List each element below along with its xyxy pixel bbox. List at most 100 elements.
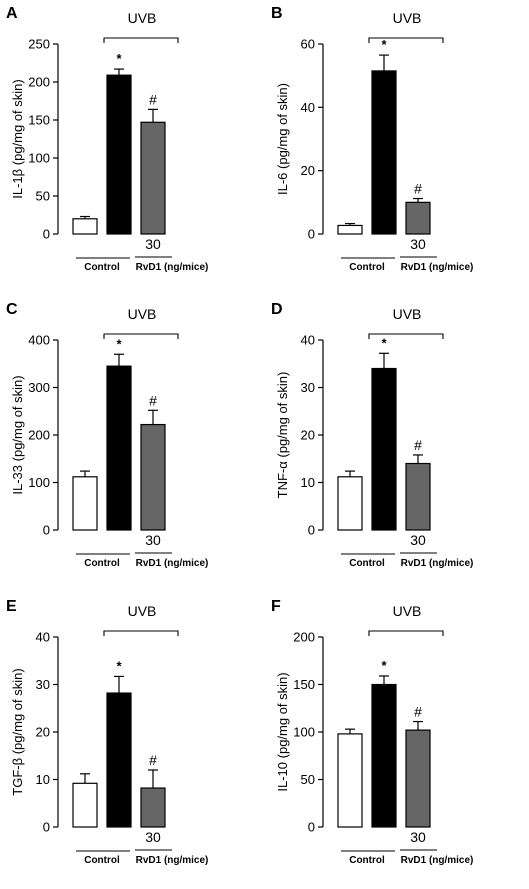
uvb-bracket xyxy=(368,630,444,636)
y-tick-label: 100 xyxy=(28,151,50,166)
panel-letter: D xyxy=(271,301,283,318)
y-tick-label: 150 xyxy=(293,677,315,692)
bar-3 xyxy=(140,787,166,828)
bar-3 xyxy=(140,423,166,531)
bar-1 xyxy=(72,476,98,531)
y-tick-label: 20 xyxy=(36,725,50,740)
uvb-label: UVB xyxy=(128,306,157,322)
significance-hash: # xyxy=(414,181,422,197)
uvb-bracket xyxy=(103,630,179,636)
y-tick-label: 50 xyxy=(36,189,50,204)
treatment-label: RvD1 (ng/mice) xyxy=(136,855,209,866)
y-tick-label: 20 xyxy=(301,163,315,178)
bar-1 xyxy=(72,782,98,828)
bar-1 xyxy=(337,476,363,531)
bar-3 xyxy=(405,729,431,828)
significance-star: * xyxy=(381,37,387,52)
panel-d: D 0 10 20 30 40 TNF-α (pg/mg of skin) * # UVB 30 Co… xyxy=(265,296,529,592)
y-tick-label: 40 xyxy=(301,100,315,115)
y-tick-label: 40 xyxy=(36,630,50,645)
y-tick-label: 100 xyxy=(293,725,315,740)
bar-3 xyxy=(405,462,431,531)
y-tick-label: 200 xyxy=(28,75,50,90)
uvb-bracket xyxy=(103,333,179,339)
significance-hash: # xyxy=(414,704,422,720)
significance-star: * xyxy=(116,51,122,66)
y-tick-label: 150 xyxy=(28,113,50,128)
y-tick-label: 10 xyxy=(301,475,315,490)
uvb-label: UVB xyxy=(393,603,422,619)
bar-3 xyxy=(140,121,166,235)
y-tick-label: 200 xyxy=(28,428,50,443)
treatment-label: RvD1 (ng/mice) xyxy=(401,855,474,866)
control-label: Control xyxy=(84,262,120,273)
bar-2 xyxy=(106,692,132,828)
control-label: Control xyxy=(84,558,120,569)
panel-letter: C xyxy=(6,301,18,318)
bar-chart-b: B 0 20 40 60 IL-6 (pg/mg of skin) * # UVB 30 Contr… xyxy=(271,5,474,273)
bar-2 xyxy=(371,367,397,531)
bar-1 xyxy=(337,224,363,235)
dose-label: 30 xyxy=(410,829,426,845)
y-tick-label: 0 xyxy=(308,227,315,242)
panel-letter: B xyxy=(271,5,283,22)
panel-letter: F xyxy=(271,598,281,615)
bar-chart-f: F 0 50 100 150 200 IL-10 (pg/mg of skin) * # UVB 3… xyxy=(271,598,474,866)
bar-2 xyxy=(106,74,132,235)
y-axis-label: IL-33 (pg/mg of skin) xyxy=(10,375,25,494)
panel-b: B 0 20 40 60 IL-6 (pg/mg of skin) * # UVB 30 Contr… xyxy=(265,0,529,296)
y-tick-label: 250 xyxy=(28,37,50,52)
y-tick-label: 200 xyxy=(293,630,315,645)
uvb-label: UVB xyxy=(128,10,157,26)
significance-hash: # xyxy=(149,752,157,768)
significance-star: * xyxy=(116,336,122,351)
uvb-bracket xyxy=(368,333,444,339)
y-tick-label: 30 xyxy=(36,677,50,692)
bar-chart-c: C 0 100 200 300 400 IL-33 (pg/mg of skin) * # UVB… xyxy=(6,301,209,569)
dose-label: 30 xyxy=(145,829,161,845)
panel-letter: E xyxy=(6,598,17,615)
uvb-label: UVB xyxy=(393,306,422,322)
uvb-label: UVB xyxy=(393,10,422,26)
y-tick-label: 100 xyxy=(28,475,50,490)
significance-star: * xyxy=(116,658,122,673)
y-axis-label: TNF-α (pg/mg of skin) xyxy=(275,372,290,499)
y-tick-label: 0 xyxy=(43,820,50,835)
bar-chart-e: E 0 10 20 30 40 TGF-β (pg/mg of skin) * # UVB 30 Co… xyxy=(6,598,209,866)
y-tick-label: 10 xyxy=(36,772,50,787)
treatment-label: RvD1 (ng/mice) xyxy=(401,262,474,273)
control-label: Control xyxy=(349,262,385,273)
panel-c: C 0 100 200 300 400 IL-33 (pg/mg of skin) * # UVB… xyxy=(0,296,264,592)
bar-2 xyxy=(371,70,397,235)
bar-2 xyxy=(106,365,132,531)
dose-label: 30 xyxy=(410,532,426,548)
panel-letter: A xyxy=(6,5,18,22)
y-tick-label: 40 xyxy=(301,333,315,348)
treatment-label: RvD1 (ng/mice) xyxy=(136,558,209,569)
y-tick-label: 0 xyxy=(43,227,50,242)
dose-label: 30 xyxy=(410,236,426,252)
y-tick-label: 60 xyxy=(301,37,315,52)
control-label: Control xyxy=(84,855,120,866)
bar-chart-a: A 0 50 100 150 200 250 IL-1β (pg/mg of skin) * # U… xyxy=(6,5,209,273)
significance-hash: # xyxy=(149,91,157,107)
uvb-label: UVB xyxy=(128,603,157,619)
y-tick-label: 0 xyxy=(43,523,50,538)
significance-star: * xyxy=(381,335,387,350)
bar-1 xyxy=(337,733,363,828)
dose-label: 30 xyxy=(145,532,161,548)
bar-1 xyxy=(72,218,98,235)
uvb-bracket xyxy=(103,37,179,43)
dose-label: 30 xyxy=(145,236,161,252)
y-tick-label: 30 xyxy=(301,380,315,395)
y-axis-label: TGF-β (pg/mg of skin) xyxy=(10,668,25,795)
significance-hash: # xyxy=(149,392,157,408)
y-tick-label: 20 xyxy=(301,428,315,443)
treatment-label: RvD1 (ng/mice) xyxy=(136,262,209,273)
bar-2 xyxy=(371,683,397,828)
uvb-bracket xyxy=(368,37,444,43)
significance-hash: # xyxy=(414,437,422,453)
panel-a: A 0 50 100 150 200 250 IL-1β (pg/mg of skin) * # U… xyxy=(0,0,264,296)
control-label: Control xyxy=(349,855,385,866)
y-tick-label: 50 xyxy=(301,772,315,787)
